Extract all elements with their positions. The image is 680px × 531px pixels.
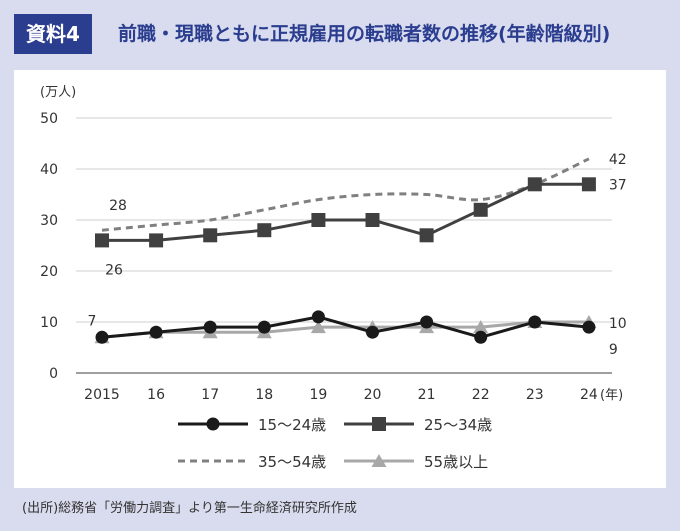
legend-marker-15-24 [206,417,220,431]
x-tick-label: 24 [580,387,598,403]
series-line-25-34 [102,182,589,242]
data-point-15-24 [203,320,217,334]
data-label: 10 [609,316,627,332]
y-tick-label: 0 [49,366,58,382]
data-point-55-plus [310,320,326,334]
data-point-15-24 [528,315,542,329]
data-point-25-34 [311,213,326,227]
data-point-25-34 [581,177,596,192]
header: 資料4 前職・現職ともに正規雇用の転職者数の推移(年齢階級別) [0,0,680,60]
x-axis-unit: (年) [600,388,623,403]
data-label: 9 [609,342,618,358]
x-tick-label: 2015 [84,387,120,403]
y-tick-label: 30 [40,213,58,229]
data-point-15-24 [420,315,434,329]
source-note: (出所)総務省「労働力調査」より第一生命経済研究所作成 [22,501,357,516]
series-line-35-54 [101,157,590,232]
data-point-25-34 [473,202,488,217]
legend-label-25-34: 25～34歳 [424,416,492,434]
legend-marker-25-34 [372,417,386,431]
y-tick-label: 20 [40,264,58,280]
data-point-25-34 [203,228,218,243]
data-label: 26 [105,262,123,278]
y-tick-label: 10 [40,315,58,331]
data-point-15-24 [257,320,271,334]
y-tick-label: 50 [40,111,58,127]
data-point-15-24 [95,330,109,344]
data-label: 7 [88,313,97,329]
x-tick-label: 22 [472,387,490,403]
data-point-25-34 [257,223,272,238]
x-tick-label: 21 [418,387,436,403]
x-tick-label: 18 [255,387,273,403]
data-point-25-34 [419,228,434,243]
x-tick-label: 20 [364,387,382,403]
legend-label-55-plus: 55歳以上 [424,453,488,471]
y-tick-label: 40 [40,162,58,178]
data-point-25-34 [95,233,109,248]
chart-title: 前職・現職ともに正規雇用の転職者数の推移(年齢階級別) [118,23,611,45]
x-tick-label: 17 [201,387,219,403]
data-point-15-24 [311,310,325,324]
data-label: 42 [609,152,627,168]
data-point-15-24 [149,325,163,339]
legend-marker-55-plus [371,454,387,467]
data-point-15-24 [366,325,379,339]
series-line-15-24 [101,315,590,339]
legend-label-15-24: 15～24歳 [258,416,326,434]
y-axis-unit: (万人) [40,85,76,100]
data-point-15-24 [474,330,488,344]
data-label: 37 [609,177,627,193]
figure-badge: 資料4 [14,14,92,54]
x-tick-label: 19 [309,387,327,403]
legend-label-35-54: 35～54歳 [258,453,326,471]
data-point-25-34 [527,177,542,192]
data-point-55-plus [473,320,489,334]
data-point-15-24 [582,320,596,334]
x-tick-label: 16 [147,387,165,403]
data-point-25-34 [149,233,164,248]
x-tick-label: 23 [526,387,544,403]
data-point-25-34 [365,213,380,227]
data-label: 28 [109,198,127,214]
series-line-55-plus [101,320,589,339]
chart-panel [14,70,666,488]
